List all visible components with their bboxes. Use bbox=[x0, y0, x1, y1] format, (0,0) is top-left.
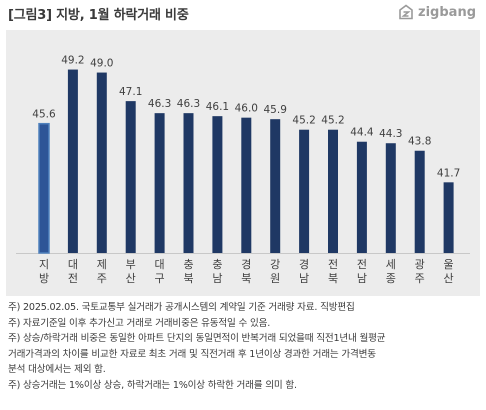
chart-panel: 45.6 지 방 49.2 대 전 49.0 제 주 47.1 부 산 46.3 대 구 46.3 충 북 46.1… bbox=[6, 30, 480, 296]
bar-4 bbox=[154, 113, 165, 254]
bar-3 bbox=[125, 101, 136, 254]
tick-label-14-0: 울 bbox=[444, 258, 454, 271]
bar-12 bbox=[385, 143, 396, 253]
value-label-9: 45.2 bbox=[292, 115, 315, 127]
tick-label-12-0: 세 bbox=[386, 258, 396, 271]
tick-label-5-1: 북 bbox=[183, 272, 193, 285]
value-label-7: 46.0 bbox=[235, 103, 258, 115]
value-label-12: 44.3 bbox=[379, 128, 402, 140]
tick-label-11-1: 남 bbox=[357, 272, 367, 285]
tick-label-11-0: 전 bbox=[357, 258, 367, 271]
bar-1 bbox=[67, 69, 78, 253]
tick-label-1-1: 전 bbox=[68, 272, 78, 285]
footnotes: 주) 2025.02.05. 국토교통부 실거래가 공개시스템의 계약일 기준 … bbox=[8, 300, 480, 393]
tick-label-9-1: 남 bbox=[299, 272, 309, 285]
bar-11 bbox=[356, 141, 367, 253]
footnote-definition-end: 분석 대상에서는 제외 함. bbox=[8, 364, 106, 375]
bar-0 bbox=[38, 122, 50, 254]
footnote-definition: 주) 상승/하락거래 비중은 동일한 아파트 단지의 동일면적이 반복거래 되었… bbox=[8, 333, 386, 344]
tick-label-4-1: 구 bbox=[155, 272, 165, 285]
tick-label-9-0: 경 bbox=[299, 258, 309, 271]
value-label-8: 45.9 bbox=[264, 104, 287, 116]
bar-2 bbox=[96, 72, 107, 253]
tick-label-10-1: 북 bbox=[328, 272, 338, 285]
value-label-14: 41.7 bbox=[437, 167, 460, 179]
footnote-reference-date: 주) 자료기준일 이후 추가신고 거래로 거래비중은 유동적일 수 있음. bbox=[8, 317, 271, 329]
tick-label-5-0: 충 bbox=[183, 258, 193, 271]
tick-label-8-1: 원 bbox=[270, 272, 280, 285]
bar-10 bbox=[328, 129, 338, 253]
bar-7 bbox=[241, 117, 252, 254]
tick-label-0-1: 방 bbox=[39, 272, 49, 285]
zigbang-logo: zigbang bbox=[398, 4, 476, 20]
value-label-6: 46.1 bbox=[206, 101, 229, 113]
chart-title: [그림3] 지방, 1월 하락거래 비중 bbox=[8, 8, 189, 23]
tick-label-4-0: 대 bbox=[155, 258, 165, 271]
tick-label-0-0: 지 bbox=[39, 258, 49, 271]
value-label-4: 46.3 bbox=[148, 98, 171, 110]
tick-label-13-0: 광 bbox=[415, 258, 425, 271]
tick-label-3-0: 부 bbox=[126, 258, 136, 271]
bar-14 bbox=[443, 182, 454, 253]
footnote-threshold: 주) 상승거래는 1%이상 상승, 하락거래는 1%이상 하락한 거래를 의미 … bbox=[8, 379, 297, 391]
zigbang-logo-icon bbox=[399, 4, 413, 20]
footnote-source: 주) 2025.02.05. 국토교통부 실거래가 공개시스템의 계약일 기준 … bbox=[8, 302, 355, 313]
tick-label-8-0: 강 bbox=[270, 258, 280, 271]
footnote-definition-cont: 거래가격과의 차이를 비교한 자료로 최초 거래 및 직전거래 후 1년이상 경… bbox=[8, 348, 376, 360]
bar-8 bbox=[270, 119, 281, 253]
tick-label-14-1: 산 bbox=[444, 272, 454, 285]
value-label-11: 44.4 bbox=[350, 127, 374, 139]
bar-5 bbox=[183, 113, 194, 254]
tick-label-1-0: 대 bbox=[68, 258, 78, 271]
value-label-5: 46.3 bbox=[177, 98, 200, 110]
tick-label-7-0: 경 bbox=[241, 258, 251, 271]
tick-label-2-0: 제 bbox=[97, 258, 107, 271]
tick-label-6-0: 충 bbox=[212, 258, 222, 271]
tick-label-10-0: 전 bbox=[328, 258, 338, 271]
value-label-3: 47.1 bbox=[119, 86, 142, 98]
bar-6 bbox=[212, 116, 223, 253]
tick-label-3-1: 산 bbox=[126, 272, 136, 285]
bar-13 bbox=[414, 150, 425, 253]
logo-text: zigbang bbox=[418, 4, 476, 20]
tick-label-2-1: 주 bbox=[97, 272, 107, 285]
tick-label-7-1: 북 bbox=[241, 272, 251, 285]
value-label-1: 49.2 bbox=[61, 55, 84, 67]
bar-9 bbox=[299, 129, 310, 253]
tick-label-12-1: 종 bbox=[386, 272, 396, 285]
value-label-0: 45.6 bbox=[32, 109, 56, 121]
tick-label-6-1: 남 bbox=[212, 272, 222, 285]
tick-label-13-1: 주 bbox=[415, 272, 425, 285]
header: [그림3] 지방, 1월 하락거래 비중 zigbang bbox=[0, 0, 486, 28]
value-label-2: 49.0 bbox=[90, 58, 113, 70]
value-label-13: 43.8 bbox=[408, 136, 431, 148]
value-label-10: 45.2 bbox=[321, 115, 344, 127]
bar-chart: 45.6지방49.2대전49.0제주47.1부산46.3대구46.3충북46.1… bbox=[16, 55, 470, 285]
